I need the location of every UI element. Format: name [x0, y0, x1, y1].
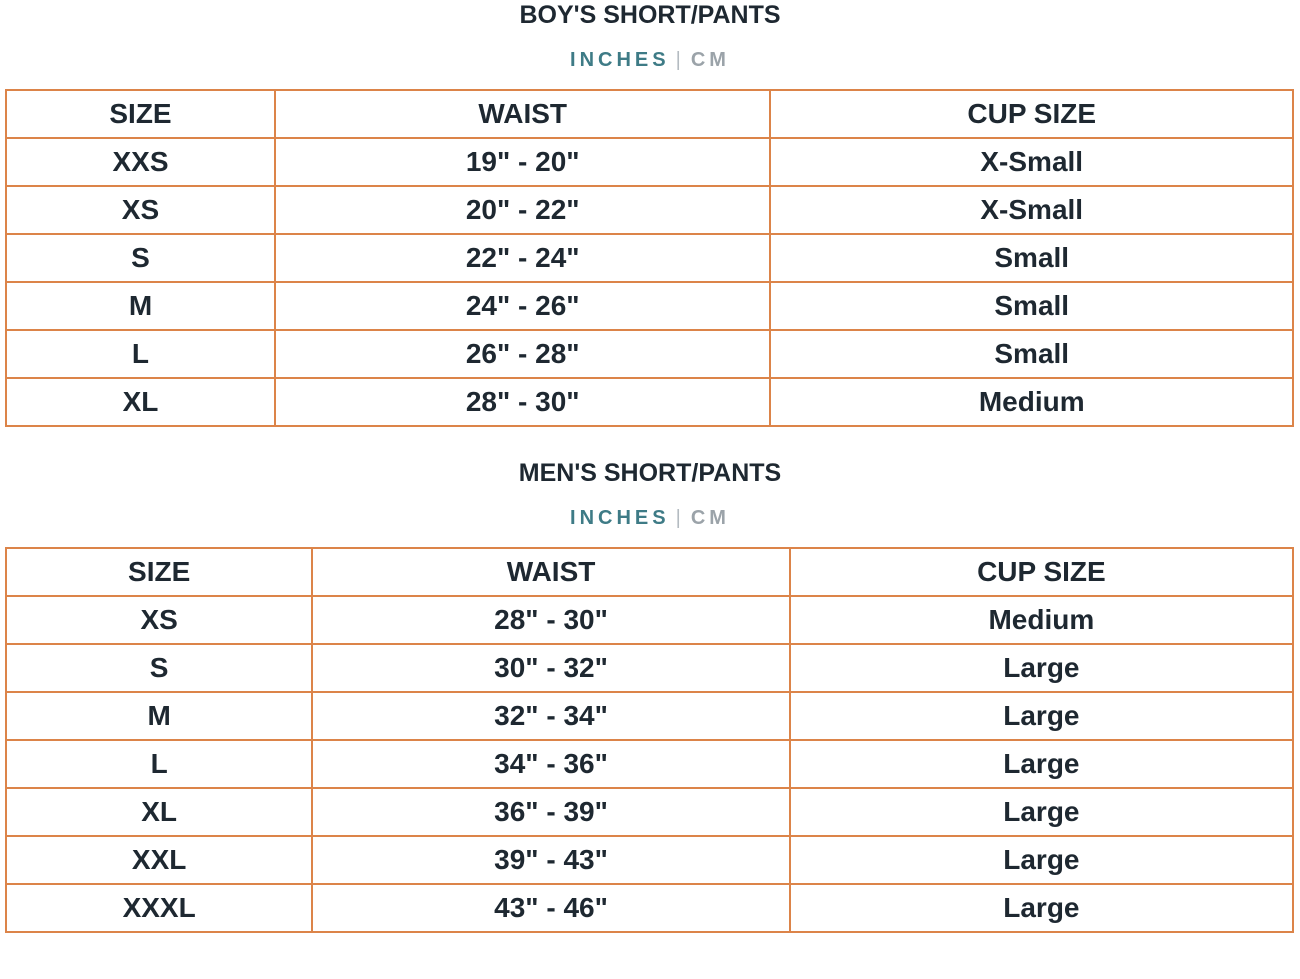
table-row: XXS 19" - 20" X-Small [5, 137, 1294, 187]
table-cell: M [5, 281, 276, 331]
table-row: L 34" - 36" Large [4, 739, 1295, 789]
table-cell: 34" - 36" [311, 739, 791, 789]
table-cell: 30" - 32" [311, 643, 791, 693]
table-cell: 32" - 34" [311, 691, 791, 741]
table-cell: XXL [4, 835, 314, 885]
table-cell: Small [769, 233, 1294, 283]
table-cell: X-Small [769, 137, 1294, 187]
table-cell: Small [769, 281, 1294, 331]
column-header: SIZE [5, 89, 276, 139]
column-header: CUP SIZE [769, 89, 1294, 139]
table-row: L 26" - 28" Small [5, 329, 1294, 379]
table-cell: Large [788, 835, 1295, 885]
table-cell: Medium [788, 595, 1295, 645]
table-cell: Large [788, 691, 1295, 741]
table-cell: L [5, 329, 276, 379]
column-header: WAIST [311, 547, 791, 597]
size-chart-page: BOY'S SHORT/PANTS INCHES | CM SIZE WAIST CUP… [0, 0, 1300, 933]
table-cell: Large [788, 883, 1295, 933]
table-cell: XS [5, 185, 276, 235]
table-row: XXXL 43" - 46" Large [4, 883, 1295, 933]
table-cell: S [4, 643, 314, 693]
table-row: S 22" - 24" Small [5, 233, 1294, 283]
table-cell: XXXL [4, 883, 314, 933]
unit-toggle: INCHES | CM [0, 508, 1300, 528]
table-cell: 26" - 28" [273, 329, 772, 379]
table-row: XS 28" - 30" Medium [4, 595, 1295, 645]
table-cell: XL [4, 787, 314, 837]
column-header: CUP SIZE [788, 547, 1295, 597]
table-cell: L [4, 739, 314, 789]
table-cell: Large [788, 787, 1295, 837]
table-cell: 24" - 26" [273, 281, 772, 331]
table-row: XS 20" - 22" X-Small [5, 185, 1294, 235]
table-cell: S [5, 233, 276, 283]
table-cell: XL [5, 377, 276, 427]
section-title: MEN'S SHORT/PANTS [518, 459, 782, 487]
table-cell: M [4, 691, 314, 741]
table-row: S 30" - 32" Large [4, 643, 1295, 693]
mens-shorts-section: MEN'S SHORT/PANTS INCHES | CM SIZE WAIST CUP… [0, 461, 1300, 933]
table-cell: XS [4, 595, 314, 645]
mens-size-table: SIZE WAIST CUP SIZE XS 28" - 30" Medium S 30" … [4, 547, 1295, 933]
column-header: WAIST [273, 89, 772, 139]
table-cell: Medium [769, 377, 1294, 427]
table-cell: Large [788, 739, 1295, 789]
unit-toggle: INCHES | CM [0, 50, 1300, 70]
table-cell: 22" - 24" [273, 233, 772, 283]
header-row: SIZE WAIST CUP SIZE [4, 547, 1295, 597]
table-cell: Small [769, 329, 1294, 379]
boys-shorts-section: BOY'S SHORT/PANTS INCHES | CM SIZE WAIST CUP… [0, 0, 1300, 427]
table-cell: 39" - 43" [311, 835, 791, 885]
unit-separator: | [675, 507, 681, 529]
table-cell: 43" - 46" [311, 883, 791, 933]
page-title: BOY'S SHORT/PANTS [519, 1, 781, 29]
table-row: M 24" - 26" Small [5, 281, 1294, 331]
table-row: XL 28" - 30" Medium [5, 377, 1294, 427]
table-cell: 20" - 22" [273, 185, 772, 235]
header-row: SIZE WAIST CUP SIZE [5, 89, 1294, 139]
inches-toggle[interactable]: INCHES [570, 507, 670, 529]
table-cell: 28" - 30" [311, 595, 791, 645]
unit-separator: | [675, 49, 681, 71]
inches-toggle[interactable]: INCHES [570, 49, 670, 71]
table-cell: X-Small [769, 185, 1294, 235]
table-row: M 32" - 34" Large [4, 691, 1295, 741]
table-cell: 19" - 20" [273, 137, 772, 187]
boys-size-table: SIZE WAIST CUP SIZE XXS 19" - 20" X-Small XS 2… [5, 89, 1294, 427]
table-cell: 28" - 30" [273, 377, 772, 427]
cm-toggle[interactable]: CM [690, 49, 730, 71]
cm-toggle[interactable]: CM [690, 507, 730, 529]
table-cell: 36" - 39" [311, 787, 791, 837]
table-cell: Large [788, 643, 1295, 693]
table-cell: XXS [5, 137, 276, 187]
table-row: XXL 39" - 43" Large [4, 835, 1295, 885]
column-header: SIZE [4, 547, 314, 597]
table-row: XL 36" - 39" Large [4, 787, 1295, 837]
